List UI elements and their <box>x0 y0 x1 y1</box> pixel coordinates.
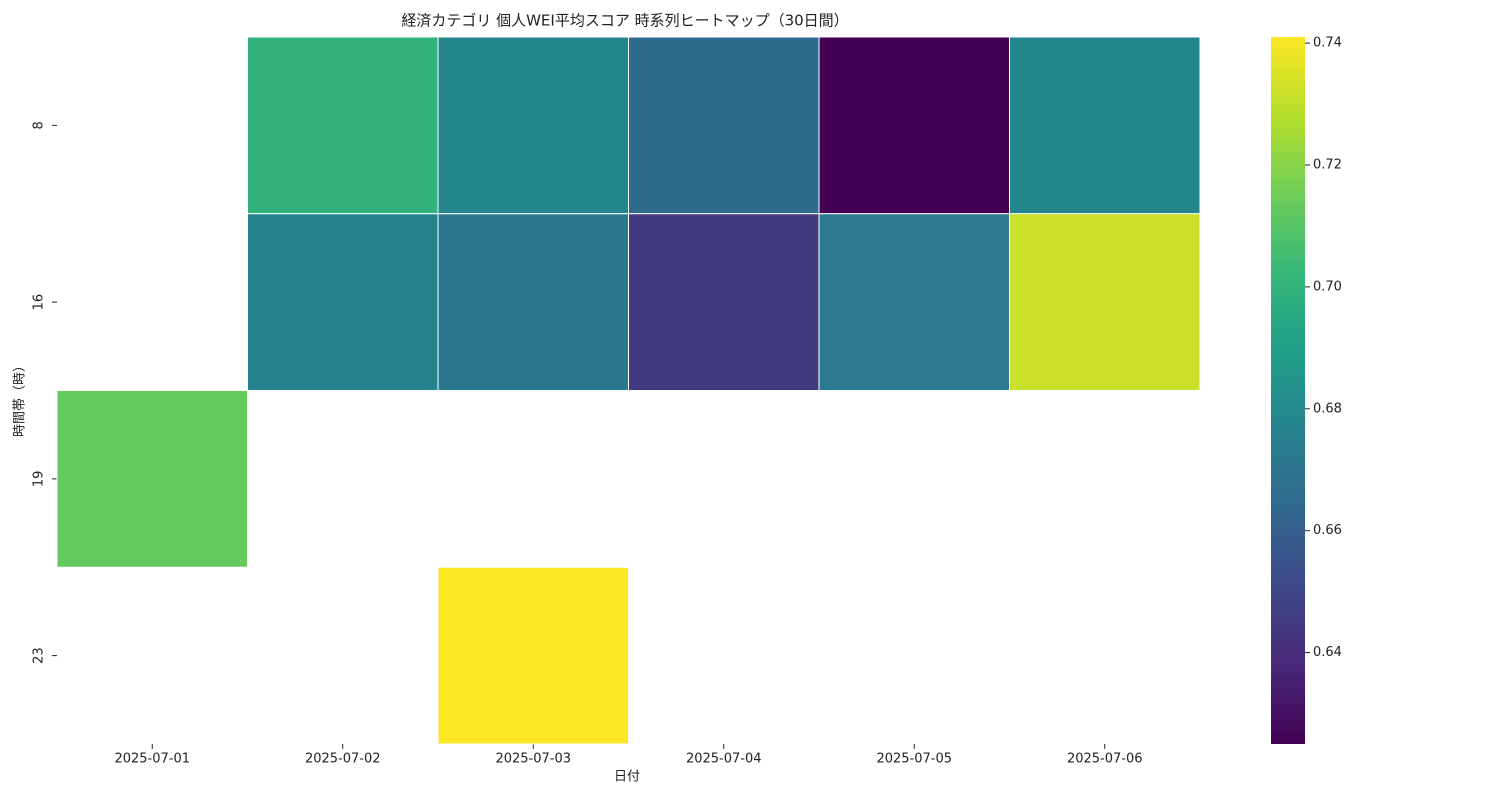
y-tick-label: 8 <box>32 121 47 129</box>
x-tick-label: 2025-07-03 <box>495 752 571 767</box>
y-axis-label: 時間帯（時） <box>13 359 28 437</box>
x-tick-label: 2025-07-04 <box>686 752 762 767</box>
y-tick-label: 16 <box>32 294 47 311</box>
heatmap-cell <box>628 213 820 391</box>
colorbar-tick-label: 0.68 <box>1313 401 1342 416</box>
colorbar-tick-label: 0.72 <box>1313 157 1342 172</box>
x-axis-label: 日付 <box>614 770 640 785</box>
heatmap-cell <box>1009 213 1201 391</box>
heatmap-cell <box>437 213 629 391</box>
chart-title: 経済カテゴリ 個人WEI平均スコア 時系列ヒートマップ（30日間） <box>401 12 848 30</box>
colorbar-tick-label: 0.66 <box>1313 523 1342 538</box>
colorbar <box>1271 37 1305 744</box>
y-tick-label: 19 <box>32 471 47 488</box>
heatmap-cell <box>1009 36 1201 215</box>
x-tick-label: 2025-07-05 <box>876 752 952 767</box>
heatmap-cell <box>628 36 820 215</box>
colorbar-tick-label: 0.70 <box>1313 279 1342 294</box>
heatmap-cell <box>247 36 439 215</box>
heatmap-cell <box>818 213 1010 391</box>
colorbar-tick-label: 0.74 <box>1313 36 1342 51</box>
heatmap-cell <box>247 213 439 391</box>
x-tick-label: 2025-07-01 <box>114 752 190 767</box>
heatmap-cell <box>56 390 248 568</box>
heatmap-cell <box>818 36 1010 215</box>
x-tick-label: 2025-07-02 <box>305 752 381 767</box>
heatmap-cell <box>437 36 629 215</box>
y-tick-label: 23 <box>32 647 47 664</box>
heatmap-cell <box>437 566 629 745</box>
x-tick-label: 2025-07-06 <box>1067 752 1143 767</box>
colorbar-tick-label: 0.64 <box>1313 645 1342 660</box>
